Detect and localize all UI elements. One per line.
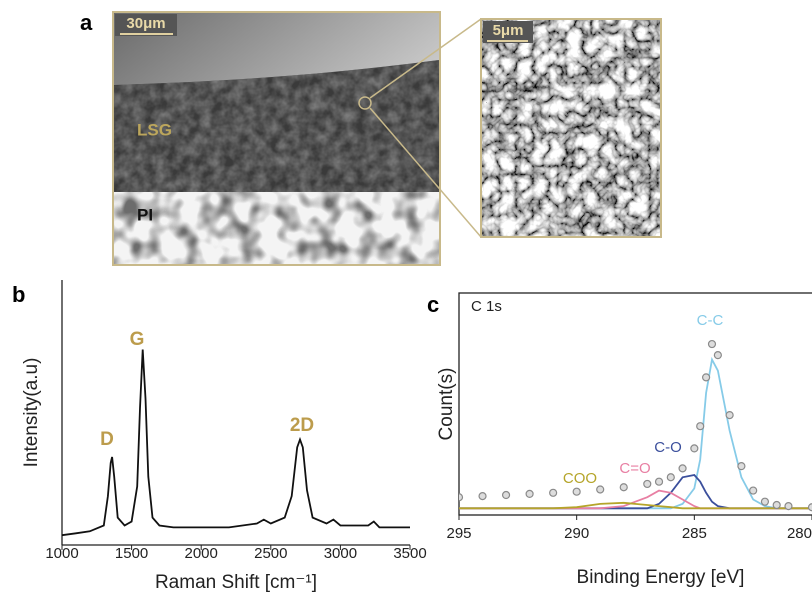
data-point xyxy=(708,341,715,348)
figure: 30μm 5μm LSG PI a b c 1000 1500 2000 2500 30… xyxy=(0,0,812,597)
scale-label: 30μm xyxy=(126,15,165,32)
peak-label: 2D xyxy=(290,415,314,436)
data-point xyxy=(761,498,768,505)
x-tick-label: 3000 xyxy=(324,545,357,562)
component-label: COO xyxy=(563,470,597,487)
data-point xyxy=(656,478,663,485)
sem-image-right xyxy=(482,20,660,236)
data-point xyxy=(738,463,745,470)
data-point xyxy=(679,465,686,472)
x-axis-label: Raman Shift [cm⁻¹] xyxy=(155,572,317,593)
plot-area xyxy=(62,350,410,536)
data-point xyxy=(479,493,486,500)
x-axis-label: Binding Energy [eV] xyxy=(577,567,745,588)
data-point xyxy=(503,492,510,499)
x-tick-label: 295 xyxy=(446,525,471,542)
x-tick-label: 280 xyxy=(787,525,812,542)
component-label: C-O xyxy=(654,439,682,456)
region-label: PI xyxy=(137,205,153,224)
data-point xyxy=(726,412,733,419)
panel-label: b xyxy=(12,282,25,307)
data-point xyxy=(526,490,533,497)
data-point xyxy=(456,494,463,501)
data-point xyxy=(773,502,780,509)
data-point xyxy=(691,445,698,452)
data-point xyxy=(620,484,627,491)
data-point xyxy=(697,423,704,430)
data-point xyxy=(785,503,792,510)
y-axis-label: Intensity(a.u) xyxy=(21,358,42,468)
x-tick-label: 1500 xyxy=(115,545,148,562)
panel-label: a xyxy=(80,10,93,35)
data-line xyxy=(459,491,812,509)
data-point xyxy=(597,486,604,493)
data-point xyxy=(667,474,674,481)
data-point xyxy=(644,480,651,487)
data-point xyxy=(703,374,710,381)
data-point xyxy=(750,487,757,494)
plot-frame xyxy=(459,293,812,515)
x-tick-label: 2000 xyxy=(185,545,218,562)
data-point xyxy=(550,489,557,496)
data-point xyxy=(714,352,721,359)
scale-label: 5μm xyxy=(493,22,524,39)
peak-label: D xyxy=(100,429,114,450)
x-tick-label: 2500 xyxy=(254,545,287,562)
x-tick-label: 290 xyxy=(564,525,589,542)
component-label: C=O xyxy=(619,460,650,477)
plot-area xyxy=(456,341,812,511)
x-tick-label: 1000 xyxy=(45,545,78,562)
component-label: C-C xyxy=(697,312,724,329)
x-tick-label: 3500 xyxy=(393,545,426,562)
y-axis-label: Count(s) xyxy=(436,368,457,441)
panel-label: c xyxy=(427,292,439,317)
data-line xyxy=(62,350,410,536)
peak-label: G xyxy=(130,329,145,350)
data-line xyxy=(459,360,812,509)
data-point xyxy=(573,488,580,495)
spectrum-label: C 1s xyxy=(471,298,502,315)
data-point xyxy=(809,504,812,511)
x-tick-label: 285 xyxy=(682,525,707,542)
region-label: LSG xyxy=(137,120,172,139)
